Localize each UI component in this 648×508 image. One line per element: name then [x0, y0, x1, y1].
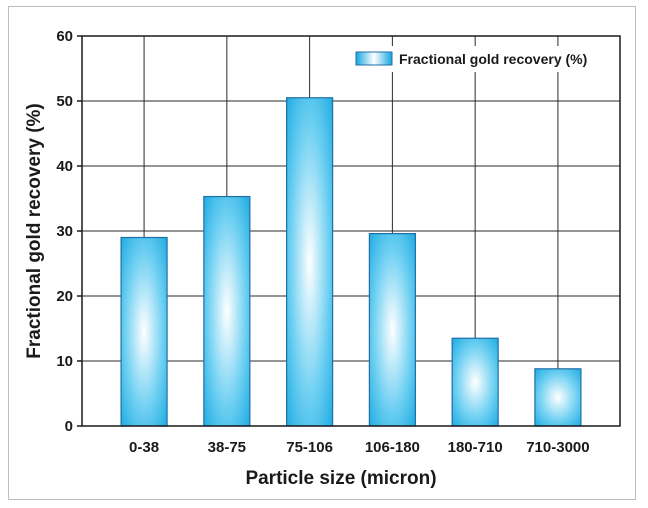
x-tick-label: 0-38: [129, 439, 159, 456]
x-tick-label: 38-75: [208, 439, 246, 456]
legend-label: Fractional gold recovery (%): [399, 51, 587, 67]
y-tick-label: 30: [56, 223, 73, 240]
y-tick-label: 0: [65, 418, 73, 435]
y-tick-label: 60: [56, 28, 73, 45]
y-tick-label: 20: [56, 288, 73, 305]
x-axis-title: Particle size (micron): [245, 468, 436, 489]
bar-75-106: [286, 97, 334, 427]
bars: [120, 97, 582, 427]
bar-106-180: [368, 233, 416, 427]
y-axis-ticks: 0 10 20 30 40 50 60: [56, 28, 82, 435]
y-tick-label: 40: [56, 158, 73, 175]
bar-0-38: [120, 236, 168, 427]
x-tick-label: 710-3000: [526, 439, 589, 456]
y-tick-label: 50: [56, 93, 73, 110]
bar-710-3000: [534, 368, 582, 427]
bar-180-710: [451, 337, 499, 427]
bar-38-75: [203, 195, 251, 427]
legend: Fractional gold recovery (%): [350, 46, 616, 72]
x-tick-label: 106-180: [365, 439, 420, 456]
legend-swatch: [355, 51, 393, 66]
x-axis-ticks: 0-38 38-75 75-106 106-180 180-710 710-3000: [129, 439, 590, 456]
y-tick-label: 10: [56, 353, 73, 370]
x-tick-label: 180-710: [448, 439, 503, 456]
x-tick-label: 75-106: [286, 439, 333, 456]
y-axis-title: Fractional gold recovery (%): [24, 103, 45, 359]
legend-background: [350, 46, 616, 72]
